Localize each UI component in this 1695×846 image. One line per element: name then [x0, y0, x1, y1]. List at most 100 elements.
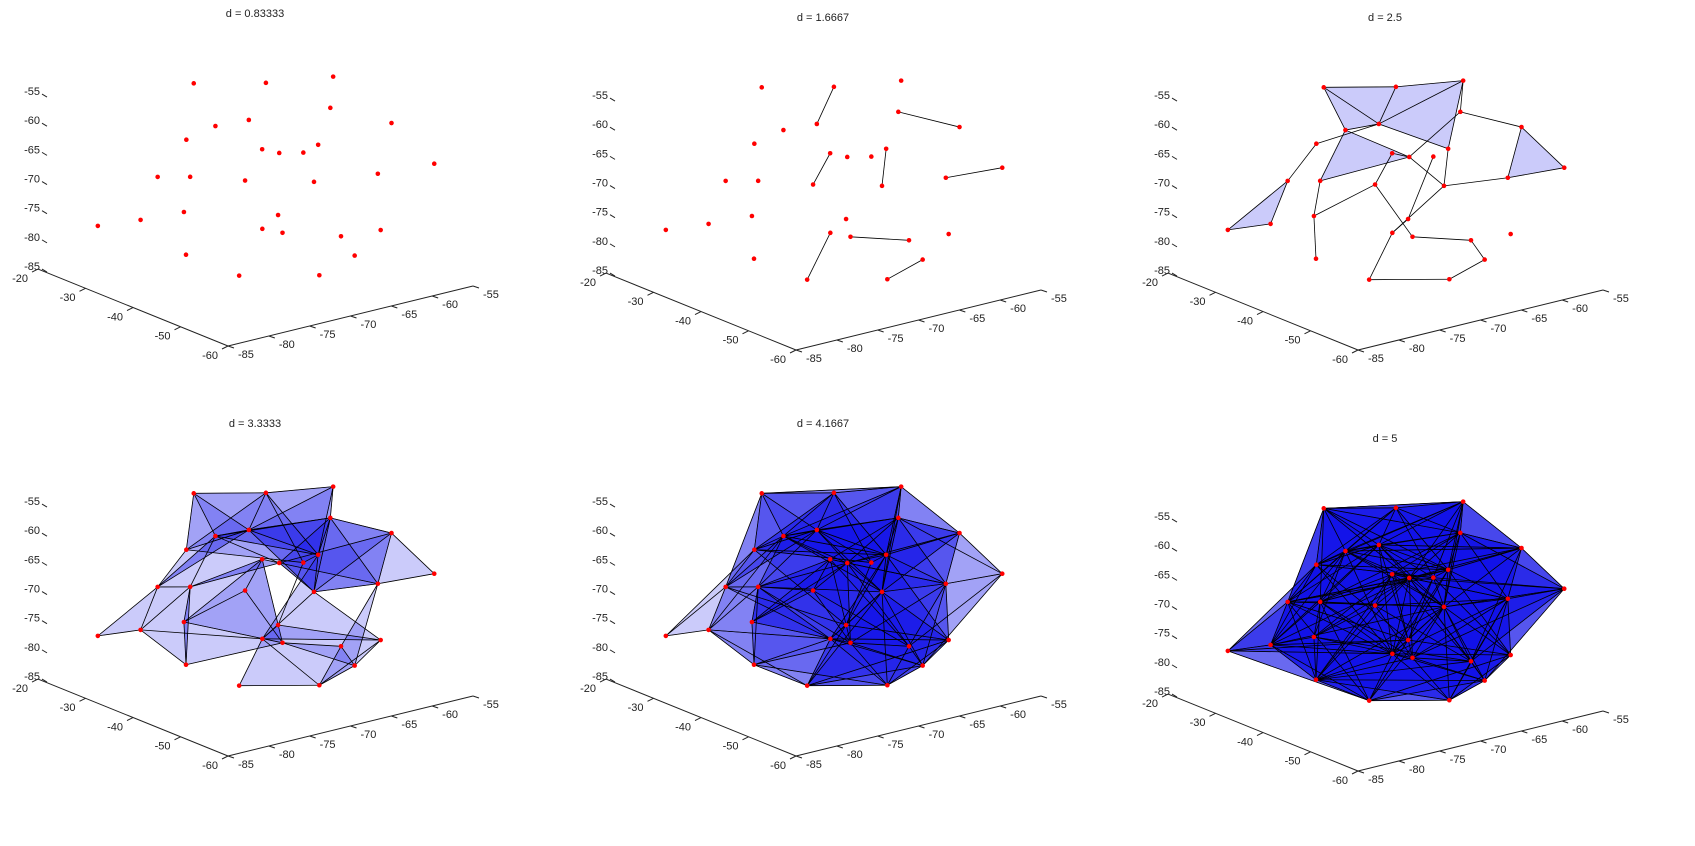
point [828, 151, 833, 156]
y-tick-label: -70 [1491, 323, 1507, 335]
z-tick-label: -65 [24, 144, 40, 156]
z-tick-label: -85 [592, 265, 608, 277]
z-tick-label: -70 [1154, 177, 1170, 189]
y-tick [837, 746, 843, 748]
y-tick [1521, 310, 1527, 312]
panel-title: d = 4.1667 [797, 418, 849, 430]
point [1407, 576, 1412, 581]
point [389, 121, 394, 126]
y-tick-label: -85 [238, 759, 254, 771]
y-tick-label: -60 [442, 709, 458, 721]
figure: d = 0.83333-60-50-40-30-20-85-80-75-70-6… [0, 0, 1695, 846]
point [832, 491, 837, 496]
point [247, 118, 252, 123]
point [264, 81, 269, 86]
point [805, 683, 810, 688]
point [264, 491, 269, 496]
y-tick-label: -65 [401, 719, 417, 731]
point [277, 561, 282, 566]
y-tick-label: -85 [1368, 353, 1384, 365]
point [723, 585, 728, 590]
y-tick [959, 310, 965, 312]
y-tick-label: -75 [888, 333, 904, 345]
x-tick-label: -50 [723, 741, 739, 753]
x-tick-label: -20 [1142, 277, 1158, 289]
z-tick [610, 186, 615, 189]
point [1447, 277, 1452, 282]
point [907, 644, 912, 649]
point [752, 547, 757, 552]
point [191, 81, 196, 86]
y-tick-label: -80 [1409, 764, 1425, 776]
point [1312, 214, 1317, 219]
z-tick-label: -85 [1154, 686, 1170, 698]
z-tick [1172, 577, 1177, 580]
x-tick-label: -20 [580, 683, 596, 695]
point [899, 78, 904, 83]
z-tick [42, 592, 47, 595]
x-tick [695, 312, 701, 315]
point [1458, 531, 1463, 536]
y-tick [1481, 741, 1487, 743]
edge [1314, 181, 1320, 216]
y-tick-label: -75 [888, 739, 904, 751]
point [1318, 600, 1323, 605]
point [1285, 600, 1290, 605]
point [1442, 184, 1447, 189]
point [845, 155, 850, 160]
z-tick-label: -85 [592, 671, 608, 683]
z-tick-label: -60 [24, 525, 40, 537]
point [155, 585, 160, 590]
z-tick [610, 621, 615, 624]
point [706, 628, 711, 633]
y-tick [1440, 330, 1446, 332]
x-tick [222, 346, 228, 349]
point [184, 662, 189, 667]
point [781, 128, 786, 133]
point [1226, 649, 1231, 654]
x-tick [648, 292, 654, 295]
x-tick [695, 718, 701, 721]
point [1367, 698, 1372, 703]
x-tick-label: -50 [723, 335, 739, 347]
point [1000, 571, 1005, 576]
x-tick-label: -50 [1285, 335, 1301, 347]
point [759, 491, 764, 496]
point [260, 637, 265, 642]
x-tick-label: -40 [1237, 315, 1253, 327]
point [815, 528, 820, 533]
y-tick [310, 736, 316, 738]
point [317, 273, 322, 278]
point [260, 147, 265, 152]
z-tick-label: -75 [1154, 628, 1170, 640]
y-tick-label: -60 [442, 299, 458, 311]
y-tick-label: -85 [806, 353, 822, 365]
edge [1444, 178, 1508, 186]
point [1508, 653, 1513, 658]
point [781, 534, 786, 539]
x-tick-label: -50 [1285, 756, 1301, 768]
y-tick-label: -70 [929, 729, 945, 741]
y-tick-label: -65 [969, 719, 985, 731]
y-tick-label: -80 [847, 343, 863, 355]
x-tick [1305, 752, 1311, 755]
x-tick [127, 308, 133, 311]
edge [882, 149, 886, 186]
z-tick [1172, 519, 1177, 522]
z-tick [610, 562, 615, 565]
point [1446, 568, 1451, 573]
point [907, 238, 912, 243]
x-tick [1257, 312, 1263, 315]
z-tick-label: -80 [1154, 657, 1170, 669]
point [1394, 506, 1399, 511]
point [328, 106, 333, 111]
edge [1375, 185, 1412, 237]
x-tick-label: -50 [155, 331, 171, 343]
point [957, 531, 962, 536]
z-tick-label: -75 [24, 613, 40, 625]
point [378, 228, 383, 233]
y-tick [351, 316, 357, 318]
point [1431, 575, 1436, 580]
y-tick-label: -65 [1531, 313, 1547, 325]
point [316, 143, 321, 148]
